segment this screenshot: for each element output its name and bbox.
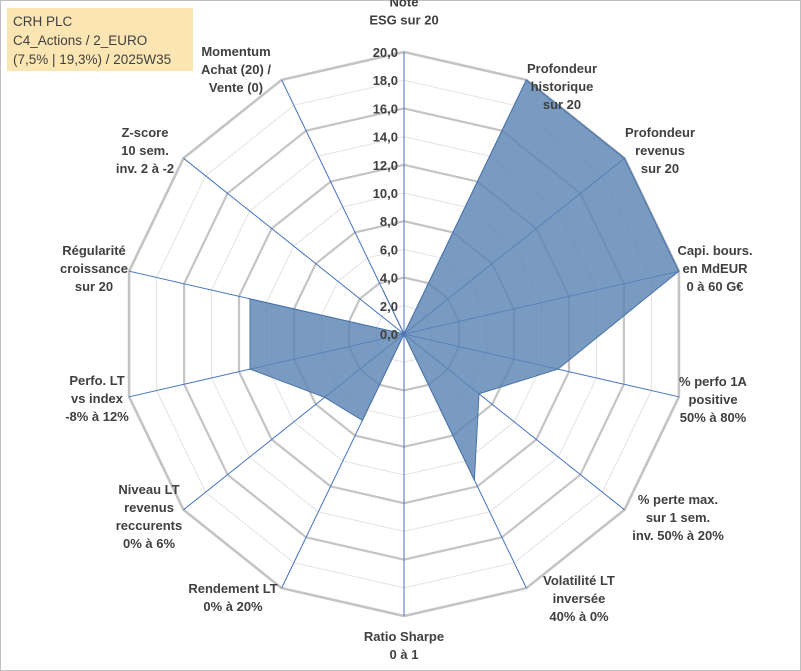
category-label: Note ESG sur 20 [369,0,438,27]
tick-label: 14,0 [373,130,398,145]
data-point [403,333,405,335]
category-label-line: Achat (20) / [201,62,271,77]
category-label-line: inv. 50% à 20% [632,528,724,543]
category-label-line: sur 20 [641,161,679,176]
tick-label: 2,0 [380,299,398,314]
category-label-line: vs index [71,391,124,406]
series-area [249,79,680,481]
category-label-line: Capi. bours. [677,243,752,258]
category-label-line: Perfo. LT [69,373,124,388]
info-company: CRH PLC [13,14,73,29]
tick-label: 6,0 [380,242,398,257]
data-point [478,393,480,395]
category-label: Ratio Sharpe 0 à 1 [364,629,444,662]
tick-label: 18,0 [373,73,398,88]
category-label-line: Profondeur [625,125,695,140]
tick-label: 8,0 [380,214,398,229]
series-layer [249,79,680,481]
data-point [249,298,251,300]
category-label: Profondeur revenus sur 20 [625,125,695,176]
category-label: Perfo. LT vs index -8% à 12% [65,373,129,424]
category-label-line: Rendement LT [188,581,277,596]
info-box: CRH PLC C4_Actions / 2_EURO (7,5% | 19,3… [7,8,193,71]
category-label-line: 10 sem. [121,143,169,158]
tick-label: 10,0 [373,186,398,201]
category-label: Rendement LT 0% à 20% [188,581,277,614]
data-point [249,368,251,370]
tick-label: 12,0 [373,158,398,173]
category-label-line: reccurents [116,518,182,533]
data-point [473,479,475,481]
category-label: Niveau LT revenus reccurents 0% à 6% [116,482,182,551]
category-label-line: Z-score [122,125,169,140]
category-label-line: inversée [553,591,606,606]
category-label-line: 0 à 1 [390,647,419,662]
category-label-line: 0% à 20% [203,599,263,614]
category-label-line: revenus [635,143,685,158]
category-label: Volatilité LT inversée 40% à 0% [543,573,615,624]
category-label-line: sur 20 [75,279,113,294]
tick-labels: 0,0 2,0 4,0 6,0 8,0 10,0 12,0 14,0 16,0 18,0 20,0 [373,45,398,342]
tick-label: 0,0 [380,327,398,342]
category-label-line: en MdEUR [683,261,749,276]
info-category: C4_Actions / 2_EURO [13,33,148,48]
category-label-line: Volatilité LT [543,573,615,588]
category-label-line: Momentum [201,44,270,59]
category-label: Momentum Achat (20) / Vente (0) [201,44,271,95]
tick-label: 4,0 [380,271,398,286]
category-label-line: % perfo 1A [679,374,748,389]
category-label-line: % perte max. [638,492,718,507]
data-point [557,368,559,370]
category-label-line: Ratio Sharpe [364,629,444,644]
category-label-line: croissance [60,261,128,276]
category-label-line: Régularité [62,243,126,258]
data-point [324,396,326,398]
category-label-line: 0 à 60 G€ [686,279,743,294]
category-label-line: -8% à 12% [65,409,129,424]
category-label-line: ESG sur 20 [369,12,438,27]
category-label-line: Profondeur [527,61,597,76]
category-label: Profondeur historique sur 20 [527,61,597,112]
data-point [624,157,625,159]
category-label: Z-score 10 sem. inv. 2 à -2 [116,125,174,176]
category-label-line: Note [390,0,419,9]
category-labels: Note ESG sur 20 Profondeur historique sur 20… [60,0,753,662]
category-label-line: sur 20 [543,97,581,112]
data-point [678,270,680,272]
category-label-line: sur 1 sem. [646,510,710,525]
category-label: Capi. bours. en MdEUR 0 à 60 G€ [677,243,752,294]
category-label-line: positive [688,392,737,407]
category-label-line: inv. 2 à -2 [116,161,174,176]
category-label: % perfo 1A positive 50% à 80% [679,374,748,425]
category-label-line: Niveau LT [118,482,179,497]
tick-label: 16,0 [373,101,398,116]
category-label: Régularité croissance sur 20 [60,243,128,294]
axis-spoke [183,157,405,335]
data-point [382,290,384,292]
category-label-line: 0% à 6% [123,536,175,551]
data-point [525,79,527,81]
tick-label: 20,0 [373,45,398,60]
category-label-line: 50% à 80% [680,410,747,425]
category-label: % perte max. sur 1 sem. inv. 50% à 20% [632,492,724,543]
category-label-line: historique [531,79,594,94]
info-period: (7,5% | 19,3%) / 2025W35 [13,52,172,67]
category-label-line: Vente (0) [209,80,263,95]
category-label-line: revenus [124,500,174,515]
category-label-line: 40% à 0% [549,609,609,624]
data-point [361,419,363,421]
